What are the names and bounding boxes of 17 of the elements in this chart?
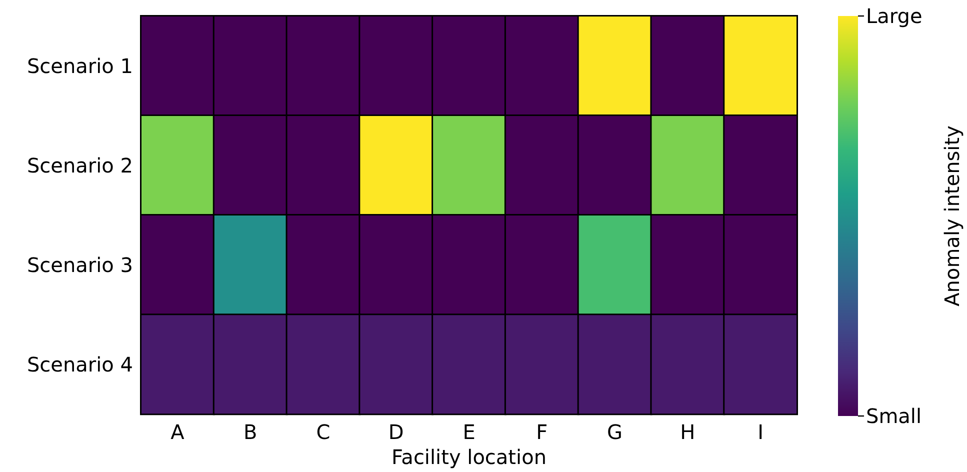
- y-tick-label: Scenario 2: [26, 153, 133, 178]
- y-tick-label: Scenario 4: [26, 352, 133, 376]
- x-axis-title: Facility location: [392, 445, 546, 469]
- x-tick-label: G: [607, 420, 623, 444]
- x-tick-label: D: [388, 420, 404, 444]
- x-tick-label: F: [536, 420, 548, 444]
- x-tick-label: H: [680, 420, 696, 444]
- x-tick-label: A: [170, 420, 185, 444]
- color-bar-title: Anomaly intensity: [940, 125, 964, 306]
- x-tick-label: C: [316, 420, 330, 444]
- x-tick-label: B: [243, 420, 258, 444]
- x-tick-label: I: [758, 420, 764, 444]
- y-tick-label: Scenario 1: [26, 54, 133, 78]
- color-bar-label: Small: [866, 404, 922, 428]
- x-tick-label: E: [462, 420, 476, 444]
- y-tick-label: Scenario 3: [26, 252, 133, 277]
- color-bar-label: Large: [866, 4, 922, 28]
